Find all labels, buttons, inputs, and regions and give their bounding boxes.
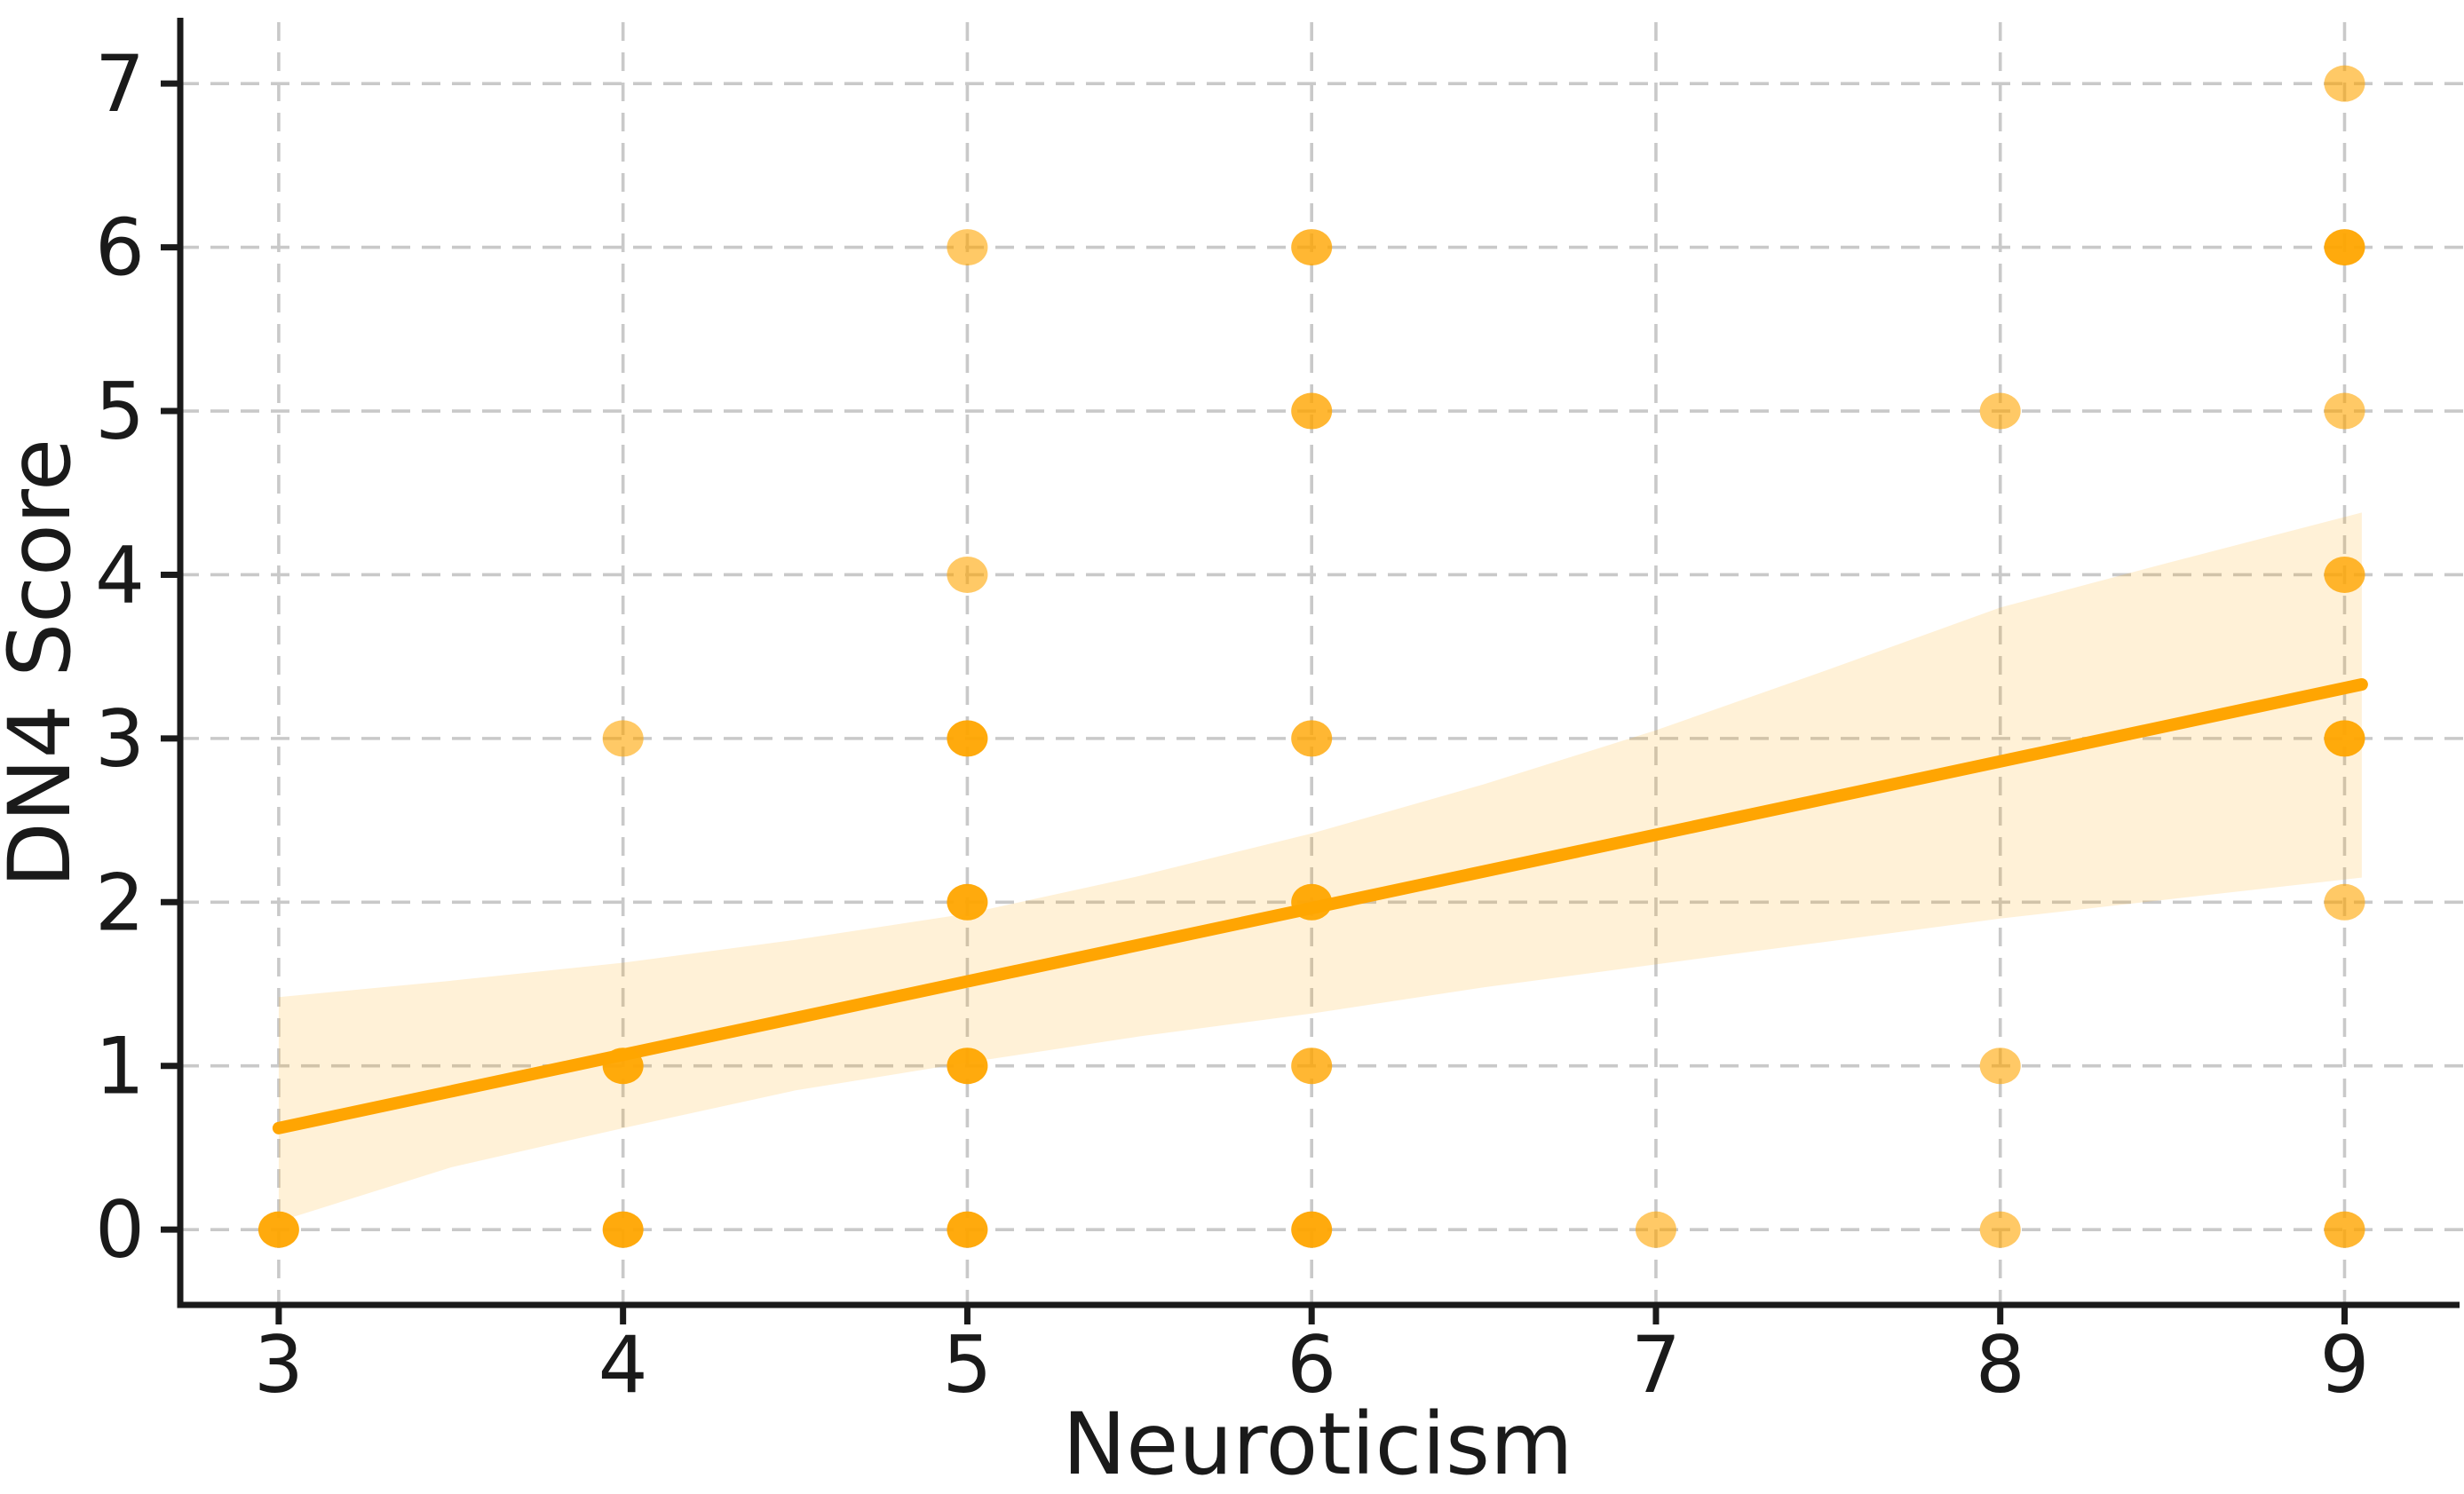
x-tick-label: 3 [254,1319,304,1411]
x-tick-label: 8 [1976,1319,2025,1411]
scatter-point [602,1211,644,1248]
y-tick-label: 6 [95,202,145,294]
x-tick-label: 7 [1631,1319,1681,1411]
confidence-band [278,512,2362,1221]
scatter-point [2324,65,2365,102]
y-tick-label: 4 [95,529,145,621]
scatter-point [1291,883,1333,921]
scatter-point [1979,392,2021,430]
scatter-point [2324,556,2365,593]
scatter-point [2324,229,2365,266]
scatter-point [1979,1211,2021,1248]
y-axis-label: DN4 Score [0,439,90,888]
y-tick-label: 2 [95,857,145,948]
scatter-point [1291,720,1333,757]
scatter-point [947,229,988,266]
scatter-point [602,1047,644,1085]
y-tick-label: 0 [95,1184,145,1276]
scatter-point [1635,1211,1676,1248]
scatter-point [1291,1211,1333,1248]
x-tick-label: 6 [1287,1319,1336,1411]
scatter-point [947,720,988,757]
scatter-point [2324,720,2365,757]
scatter-point [2324,883,2365,921]
scatter-point [2324,392,2365,430]
scatter-point [1291,229,1333,266]
y-tick-label: 5 [95,366,145,457]
scatter-point [1979,1047,2021,1085]
y-tick-label: 1 [95,1021,145,1112]
gridlines [180,22,2464,1305]
tick-labels: 3 4 5 6 7 8 9 0 1 2 3 4 5 6 7 [95,38,2369,1411]
scatter-point [1291,392,1333,430]
scatter-point [947,1211,988,1248]
scatter-point [257,1211,299,1248]
scatter-point [947,883,988,921]
x-tick-label: 5 [942,1319,992,1411]
confidence-band-area [278,512,2362,1221]
x-tick-label: 4 [598,1319,648,1411]
scatter-point [947,1047,988,1085]
y-tick-label: 7 [95,38,145,130]
scatter-point [947,556,988,593]
scatter-point [2324,1211,2365,1248]
axis-spines-and-ticks [161,18,2460,1324]
scatter-point [1291,1047,1333,1085]
y-tick-label: 3 [95,693,145,785]
data-points [257,65,2365,1248]
x-tick-label: 9 [2319,1319,2369,1411]
scatter-point [602,720,644,757]
x-axis-label: Neuroticism [1062,1395,1573,1494]
